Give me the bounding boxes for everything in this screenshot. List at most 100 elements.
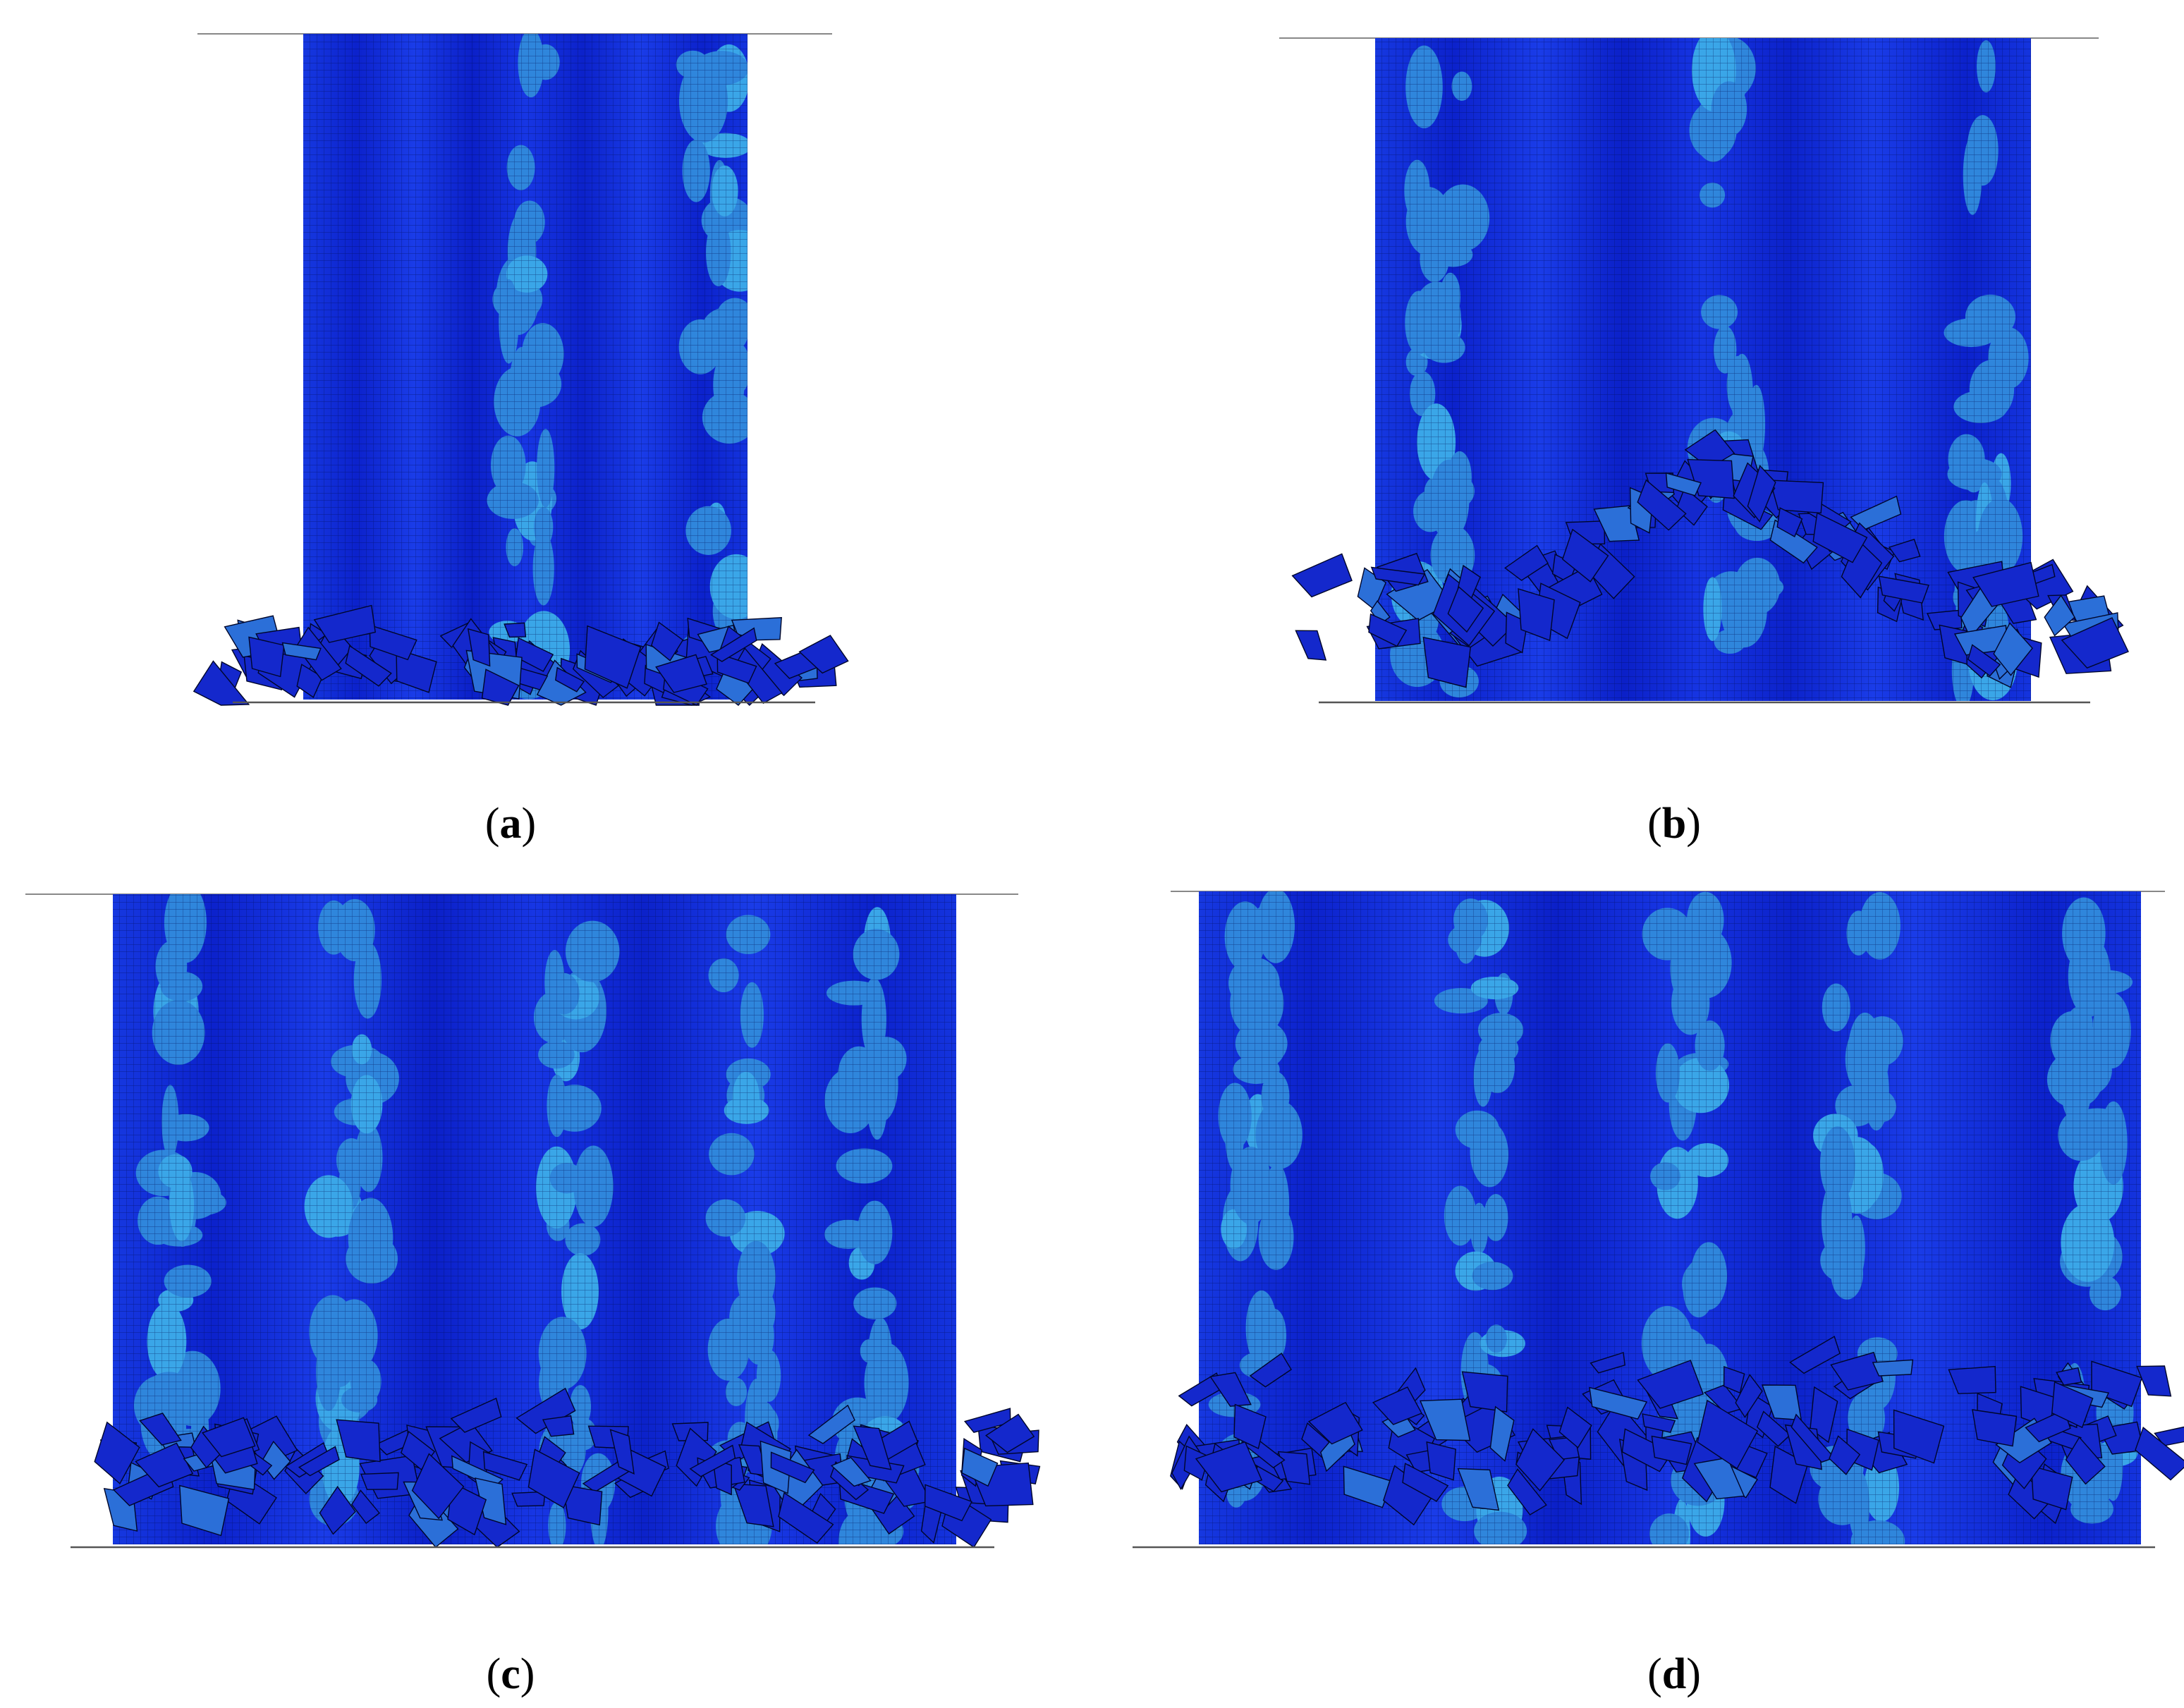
debris-fragment [313, 604, 376, 643]
caption-open: ( [1647, 1650, 1662, 1698]
caption-open: ( [485, 800, 500, 848]
simulation-panel: (c) [25, 893, 1041, 1698]
debris-fragment [1368, 613, 1408, 647]
debris-fragment [527, 1448, 580, 1508]
debris-fragment [2136, 1365, 2172, 1397]
debris-fragment [2030, 1465, 2073, 1511]
debris-fragment [1789, 1336, 1841, 1374]
debris-fragment [1422, 636, 1471, 688]
debris-fragment [369, 624, 417, 661]
debris-fragment [298, 1446, 340, 1477]
debris-fragment [1651, 1435, 1692, 1465]
debris-fragment [1872, 1359, 1914, 1377]
debris-fragment [193, 660, 250, 706]
debris-fragment [1295, 630, 1327, 661]
caption-open: ( [487, 1650, 501, 1698]
debris-fragment [447, 1482, 487, 1536]
debris-fragment [1461, 1371, 1508, 1413]
caption-close: ) [520, 1650, 535, 1698]
debris-fragment [2056, 1367, 2082, 1386]
debris-fragment [516, 1387, 576, 1434]
debris-fragment [248, 636, 285, 678]
debris-fragment [1735, 1374, 1763, 1418]
debris-fragment [1948, 1366, 1996, 1394]
debris-fragment [1343, 1465, 1393, 1508]
debris-fragment [482, 1451, 528, 1481]
debris-fragment [1829, 1435, 1861, 1475]
debris-fragment [2051, 1381, 2094, 1429]
debris-fragment [1637, 479, 1687, 531]
debris-fragment [1888, 538, 1921, 563]
debris-fragment [1812, 512, 1868, 563]
debris-fragment [778, 1492, 834, 1544]
debris-fragment [411, 1453, 465, 1520]
debris-fragment [139, 1413, 182, 1446]
debris-fragment [1993, 622, 2033, 676]
debris-fragment [504, 622, 527, 638]
debris-fragment [135, 1442, 194, 1488]
debris-fragment [450, 1397, 502, 1433]
debris-fragment [689, 1444, 736, 1477]
caption-letter: d [1662, 1650, 1686, 1698]
debris-fragment [1830, 1351, 1884, 1391]
debris-fragment [1972, 561, 2039, 607]
debris-fragment [2025, 1409, 2071, 1443]
debris-fragment [732, 1483, 774, 1527]
debris-fragment [807, 1404, 855, 1444]
debris-fragment [924, 1484, 972, 1522]
debris-fragment [1561, 528, 1609, 582]
debris-fragment [350, 1489, 381, 1524]
panel-caption: (b) [1647, 800, 1701, 848]
debris-fragment [396, 648, 437, 693]
debris-fragment [716, 652, 757, 684]
debris-fragment [296, 664, 324, 698]
debris-fragment [985, 1413, 1035, 1453]
debris-fragment [1209, 1372, 1252, 1407]
debris-fragment [1233, 1403, 1267, 1450]
caption-close: ) [1686, 1650, 1701, 1698]
debris-fragment [260, 1440, 291, 1480]
debris-fragment [1665, 472, 1702, 496]
debris [94, 1387, 1041, 1548]
debris-fragment [1507, 1468, 1547, 1515]
debris-fragment [1307, 1401, 1363, 1445]
debris-fragment [1769, 480, 1824, 514]
debris-fragment [2044, 594, 2075, 637]
debris-fragment [1504, 544, 1549, 581]
debris-fragment [584, 625, 642, 689]
debris-fragment [1419, 1398, 1471, 1441]
debris-fragment [1489, 1405, 1515, 1462]
debris-fragment [1291, 553, 1353, 598]
debris-fragment [609, 1429, 635, 1475]
debris-fragment [582, 1457, 629, 1493]
debris-fragment [1747, 465, 1776, 523]
debris [193, 604, 849, 706]
debris [1291, 429, 2129, 688]
debris-fragment [1183, 1445, 1209, 1481]
debris-fragment [1637, 1360, 1704, 1409]
debris-fragment [1590, 1352, 1625, 1374]
debris-fragment [1558, 1406, 1592, 1448]
debris-fragment [1402, 1463, 1449, 1502]
debris-fragment [1195, 1441, 1263, 1493]
debris-fragment [1426, 1441, 1456, 1481]
debris-fragment [1878, 575, 1929, 604]
debris-fragment [1756, 1410, 1791, 1447]
debris-fragment [650, 621, 684, 661]
debris-fragment [1515, 1428, 1565, 1492]
debris-fragment [1370, 566, 1426, 586]
debris-fragment [562, 1484, 603, 1526]
debris-fragment [1372, 1386, 1422, 1425]
debris-fragment [1810, 1386, 1838, 1444]
debris-fragment [1776, 507, 1803, 537]
simulation-panel: (a) [193, 33, 849, 848]
debris-fragment [1967, 644, 2001, 677]
debris-fragment [1642, 1413, 1676, 1434]
debris-fragment [542, 1415, 575, 1437]
debris-fragment [2065, 1436, 2106, 1485]
caption-open: ( [1647, 800, 1662, 848]
debris-fragment [1277, 1451, 1311, 1485]
debris-fragment [360, 1472, 399, 1490]
caption-close: ) [1686, 800, 1701, 848]
